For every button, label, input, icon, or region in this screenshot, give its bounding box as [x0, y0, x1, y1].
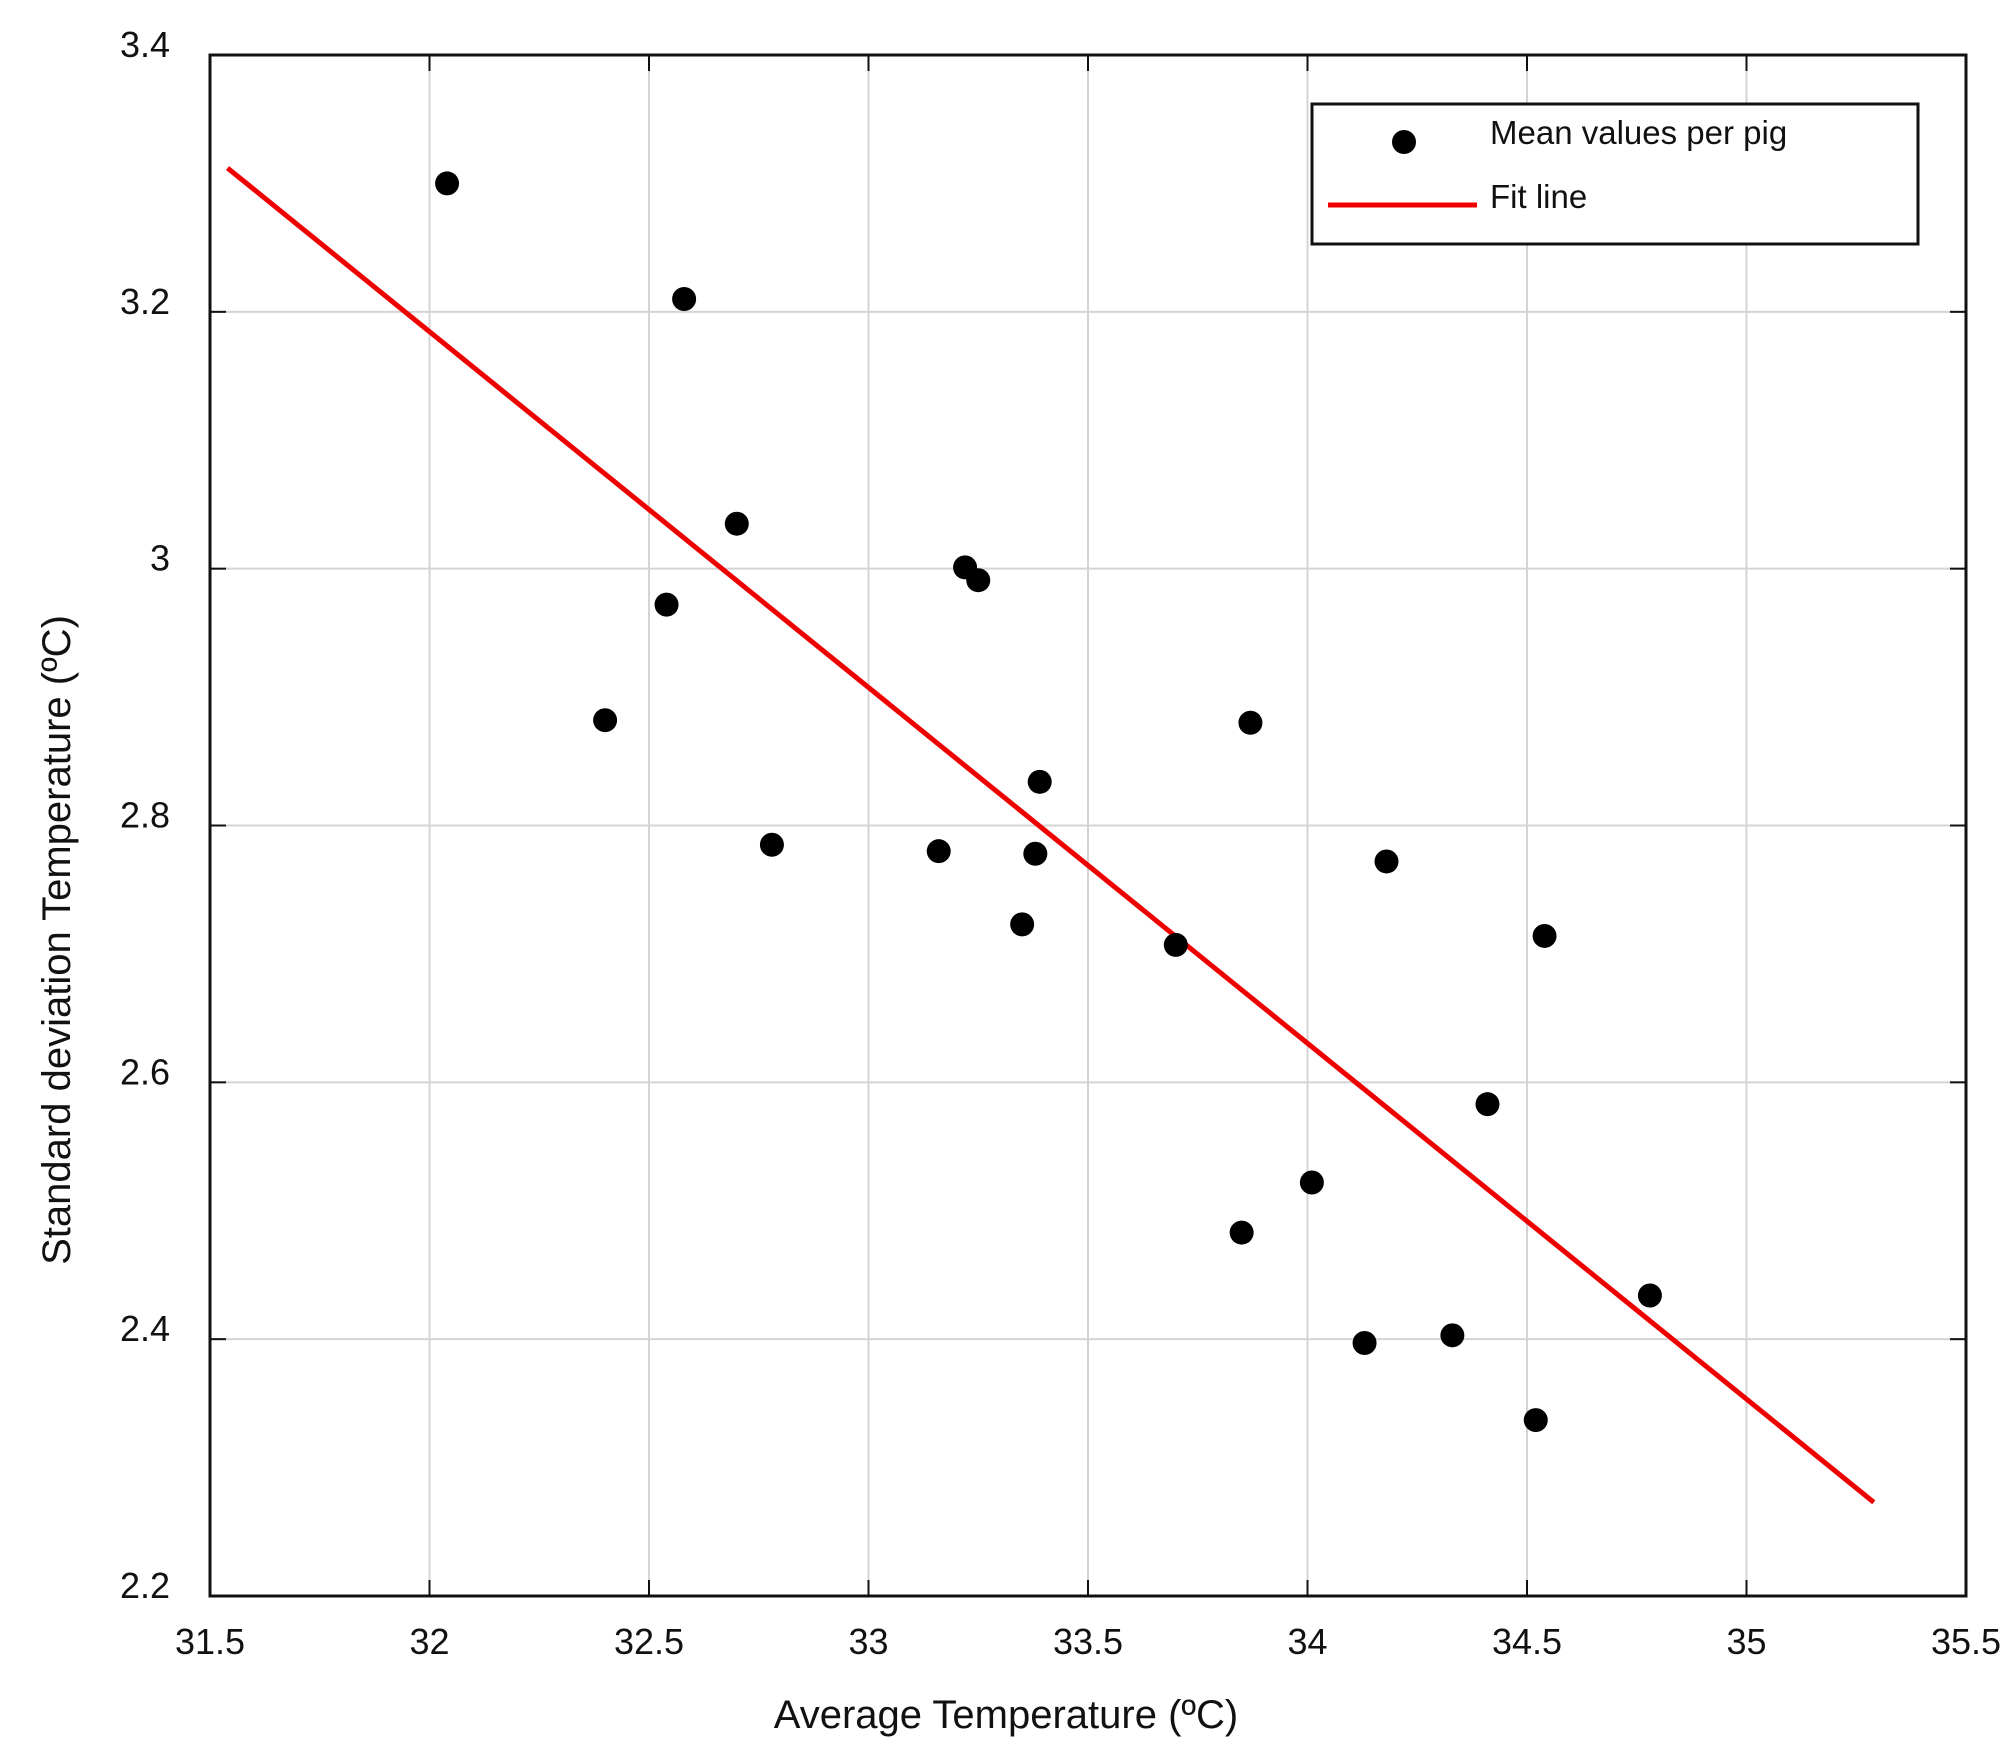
data-point — [1027, 769, 1052, 794]
fit-line-layer — [225, 166, 1876, 1505]
y-axis-tick-labels: 2.2 2.4 2.6 2.8 3 3.2 3.4 — [120, 24, 170, 1606]
data-point — [926, 839, 951, 864]
x-tick-label: 34 — [1287, 1621, 1327, 1662]
data-point — [1010, 912, 1035, 937]
data-point — [966, 568, 991, 593]
y-axis-title: Standard deviation Temperature (ºC) — [35, 615, 79, 1265]
data-point — [654, 592, 679, 617]
data-point — [672, 286, 697, 311]
data-point — [593, 708, 618, 733]
data-point — [1023, 841, 1048, 866]
data-point — [1238, 710, 1263, 735]
y-tick-label: 3.2 — [120, 281, 170, 322]
data-point — [724, 511, 749, 536]
legend: Mean values per pig Fit line — [1310, 102, 1920, 246]
legend-scatter-marker — [1392, 130, 1416, 154]
data-point — [1229, 1220, 1254, 1245]
y-tick-label: 3 — [150, 538, 170, 579]
legend-label-fit-line: Fit line — [1490, 178, 1587, 215]
legend-label-mean-values: Mean values per pig — [1490, 114, 1787, 151]
data-point — [435, 171, 460, 196]
data-point — [1299, 1170, 1324, 1195]
x-tick-label: 32.5 — [614, 1621, 684, 1662]
x-axis-tick-labels: 31.5 32 32.5 33 33.5 34 34.5 35 35.5 — [175, 1621, 2001, 1662]
axis-ticks — [209, 54, 1967, 1597]
y-tick-label: 3.4 — [120, 24, 170, 65]
x-tick-label: 33.5 — [1053, 1621, 1123, 1662]
y-tick-label: 2.8 — [120, 795, 170, 836]
data-point — [1352, 1331, 1377, 1356]
x-axis-title: Average Temperature (ºC) — [774, 1693, 1238, 1737]
data-point — [1440, 1323, 1465, 1348]
data-point — [1637, 1283, 1662, 1308]
x-tick-label: 33 — [848, 1621, 888, 1662]
x-tick-label: 35 — [1726, 1621, 1766, 1662]
y-tick-label: 2.6 — [120, 1051, 170, 1092]
x-tick-label: 32 — [409, 1621, 449, 1662]
x-tick-label: 35.5 — [1931, 1621, 2001, 1662]
data-point — [1374, 849, 1399, 874]
y-tick-label: 2.2 — [120, 1565, 170, 1606]
data-point — [1475, 1092, 1500, 1117]
data-point — [759, 832, 784, 857]
y-tick-label: 2.4 — [120, 1308, 170, 1349]
x-tick-label: 34.5 — [1492, 1621, 1562, 1662]
legend-box — [1310, 102, 1920, 246]
fit-line — [225, 166, 1876, 1505]
data-point — [1163, 932, 1188, 957]
data-point — [1523, 1408, 1548, 1433]
grid-lines — [210, 55, 1966, 1596]
data-points-layer — [435, 171, 1662, 1433]
x-tick-label: 31.5 — [175, 1621, 245, 1662]
data-point — [1532, 923, 1557, 948]
